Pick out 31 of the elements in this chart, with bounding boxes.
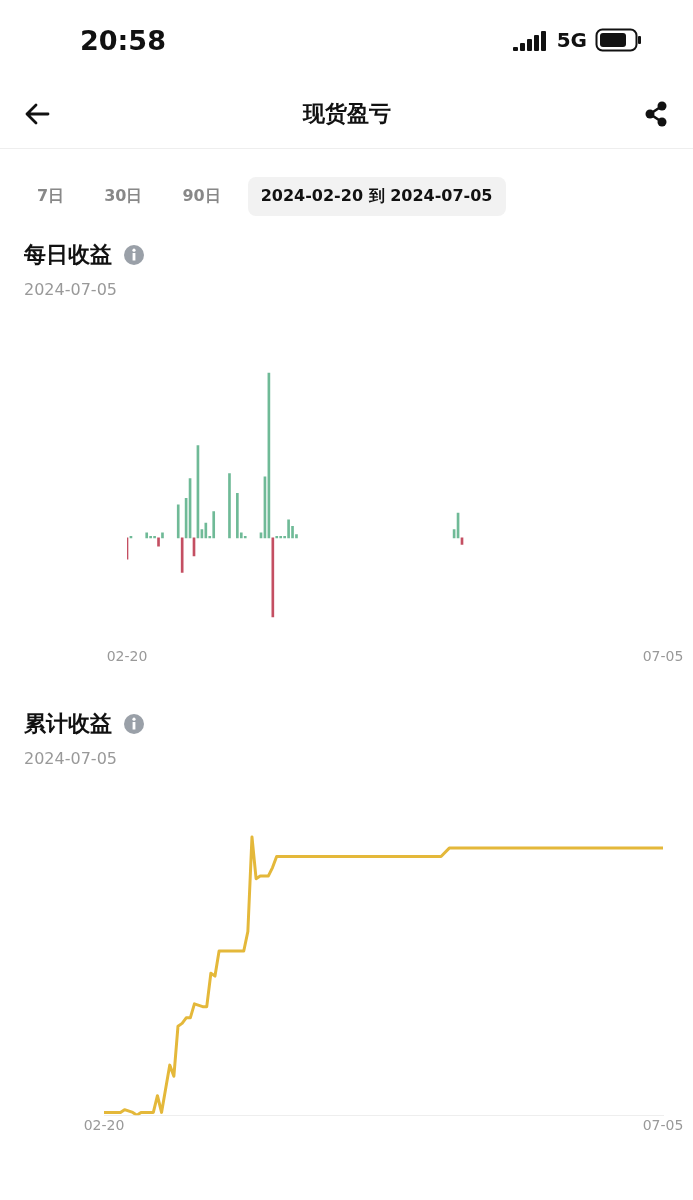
chart-title: 每日收益: [24, 241, 112, 269]
bar: [287, 519, 290, 539]
chart-subtitle: 2024-07-05: [23, 748, 118, 768]
bar: [212, 511, 216, 539]
chart-subtitle: 2024-07-05: [23, 279, 118, 299]
text: 90日: [181, 185, 222, 207]
bar: [145, 532, 149, 539]
bar: [180, 537, 184, 573]
text: 7日: [36, 185, 66, 207]
bar: [157, 537, 160, 547]
bar: [279, 535, 283, 539]
x-tick-label: 02-20: [83, 1117, 125, 1134]
bar: [161, 532, 164, 539]
bar: [149, 535, 152, 539]
bar: [243, 535, 247, 539]
text: 5G: [556, 28, 587, 52]
bar: [153, 535, 156, 539]
text: 现货盈亏: [302, 100, 391, 128]
x-tick-label: 07-05: [642, 648, 684, 665]
x-tick-label: 07-05: [642, 1117, 684, 1134]
text: 20:58: [80, 24, 166, 56]
bar: [204, 522, 208, 539]
bar: [228, 473, 231, 539]
x-tick-label: 02-20: [106, 648, 148, 665]
bar: [176, 504, 180, 539]
text: 2024-02-20 到 2024-07-05: [247, 177, 506, 216]
bar: [275, 535, 279, 539]
chart-title: 累计收益: [24, 710, 112, 738]
bar: [236, 493, 239, 539]
bar: [271, 537, 275, 618]
text: 30日: [103, 185, 144, 207]
